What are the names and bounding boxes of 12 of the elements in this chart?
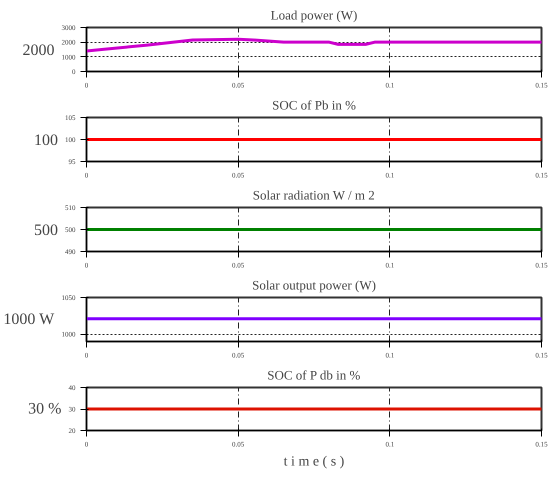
y-axis-title: 2000 [22,42,54,59]
chart-title: SOC of P db in % [267,368,360,382]
chart-title: SOC of Pb in % [272,98,356,112]
chart-title: Solar output power (W) [252,278,376,292]
y-axis-title: 100 [34,132,58,149]
chart-title: Solar radiation W / m 2 [252,188,375,202]
y-axis-title: 30 % [28,400,62,418]
y-axis-title: 500 [34,222,58,239]
chart-title: Load power (W) [270,8,358,22]
x-axis-title: t i m e ( s ) [284,454,345,470]
line-series [86,38,542,52]
y-axis-title: 1000 W [3,311,56,328]
